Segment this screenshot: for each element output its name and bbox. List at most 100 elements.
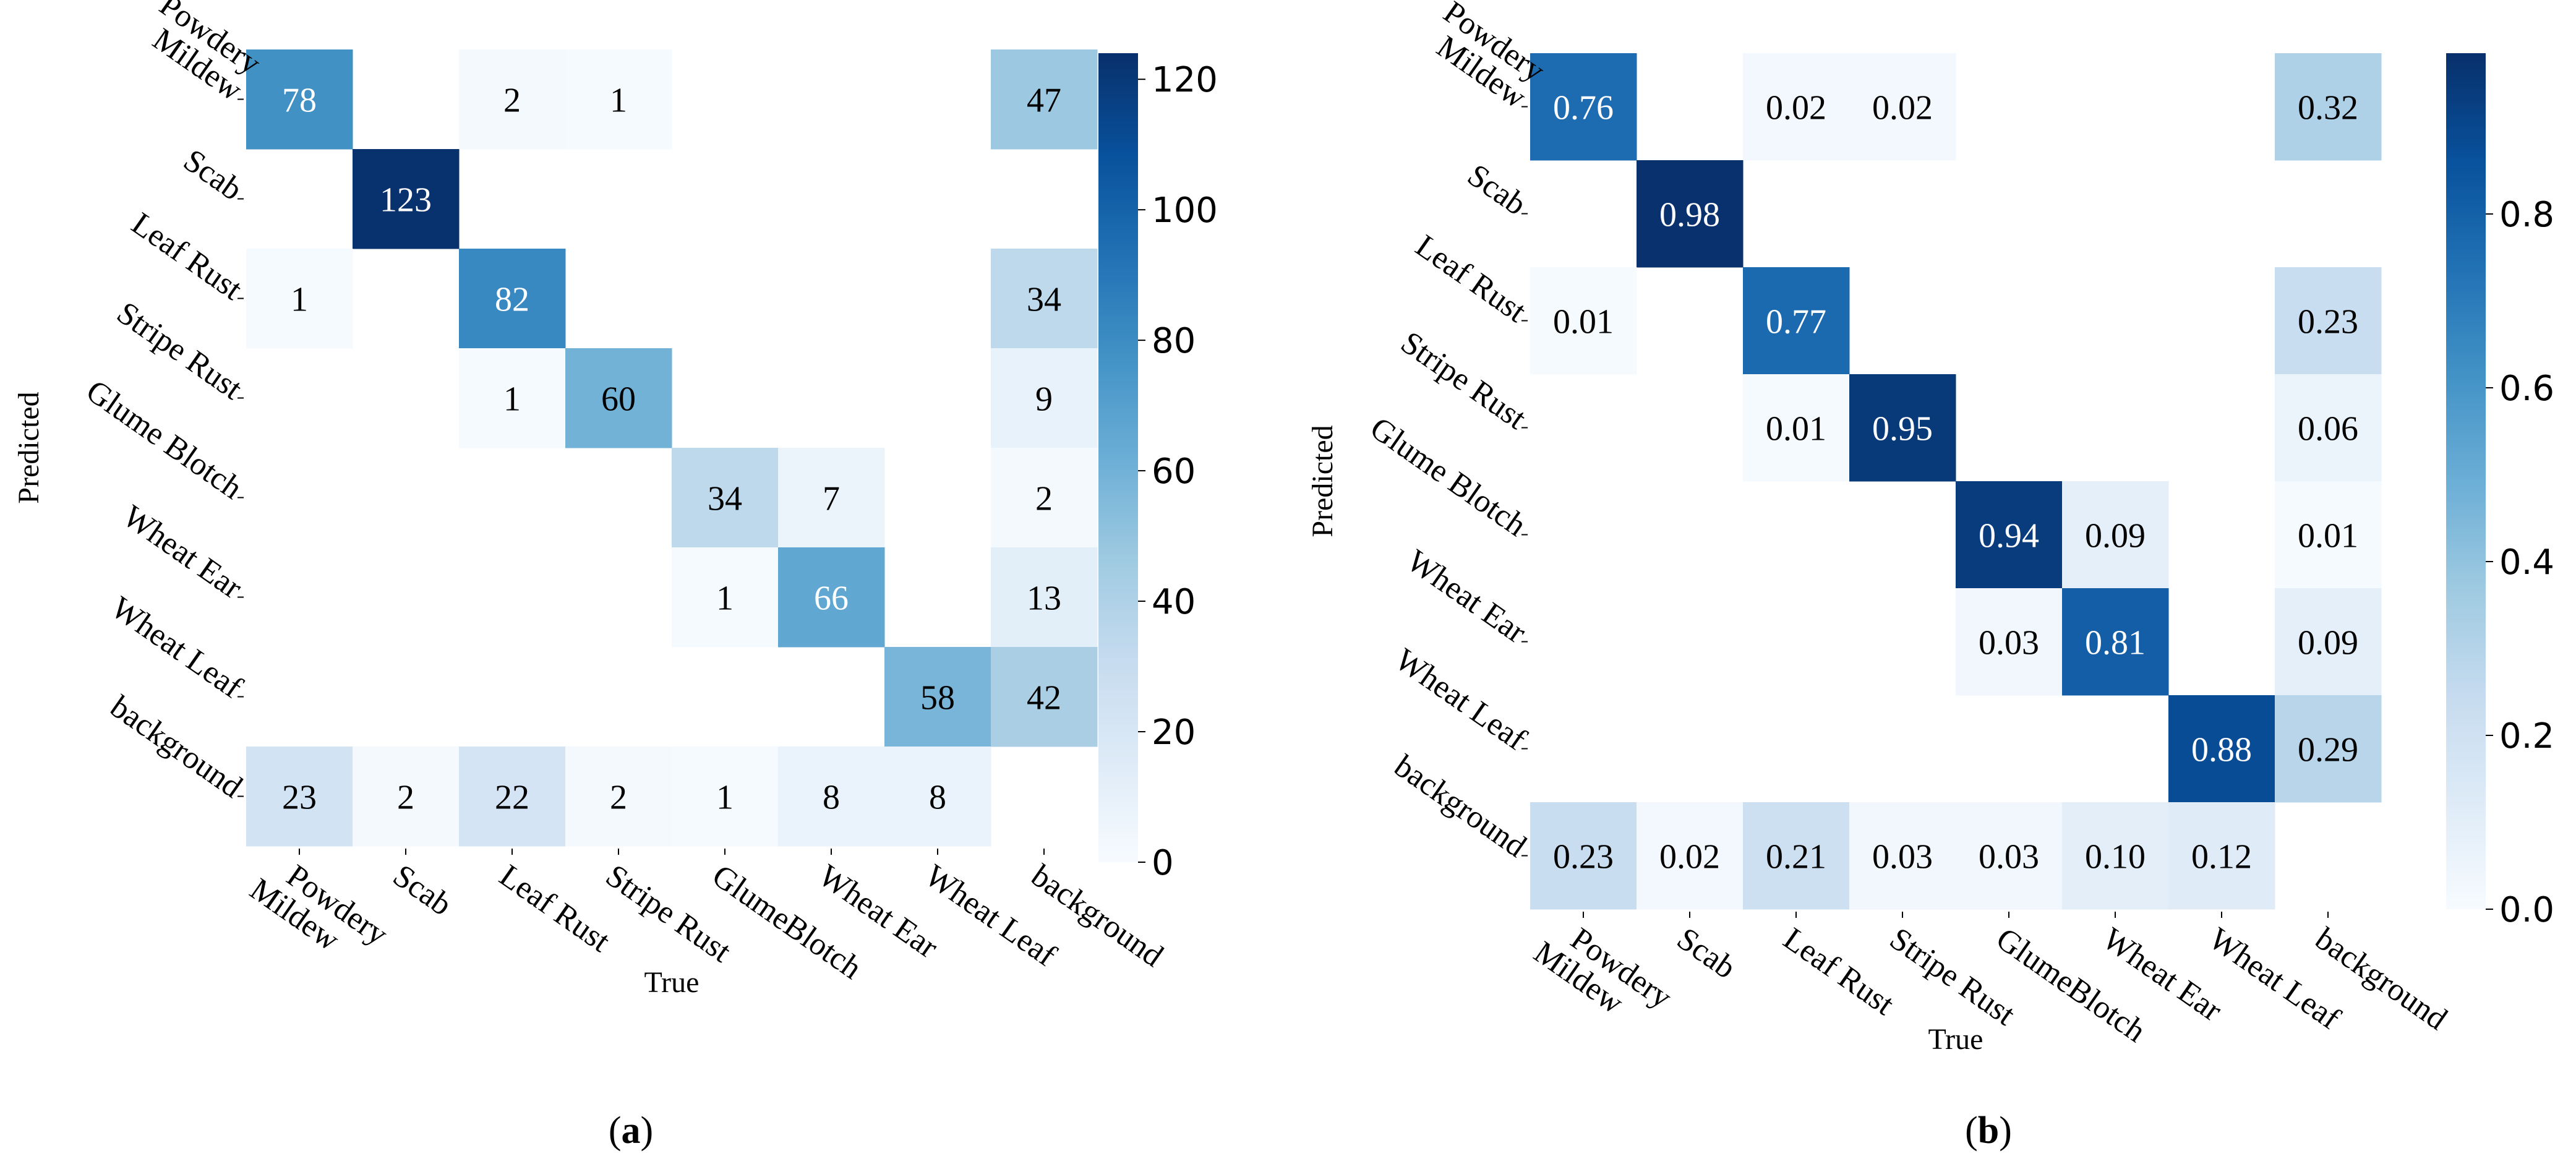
- cell-value-label: 0.94: [1979, 517, 2039, 555]
- cell-value-label: 47: [1027, 82, 1061, 120]
- heatmap-cell: [1956, 588, 2063, 696]
- cell-value-label: 0.21: [1766, 838, 1826, 876]
- x-tick-label-scab: Scab: [387, 858, 458, 923]
- colorbar-tick-label: 100: [1152, 190, 1218, 231]
- y-axis-label: Predicted: [1306, 425, 1339, 537]
- cell-value-label: 2: [397, 779, 414, 817]
- colorbar-tick-label: 0: [1152, 843, 1174, 883]
- panel-caption: (a): [609, 1110, 653, 1152]
- heatmap-cell: [353, 149, 460, 249]
- heatmap-cell: [2168, 695, 2275, 803]
- heatmap-cell: [778, 547, 885, 648]
- heatmap-cell: [2275, 481, 2382, 589]
- cell-value-label: 1: [503, 380, 521, 419]
- heatmap-cell: [2275, 53, 2382, 161]
- cell-value-label: 58: [920, 679, 955, 717]
- heatmap-cell: [246, 49, 353, 150]
- colorbar-tick-label: 0.0: [2499, 890, 2554, 930]
- colorbar-tick-label: 0.8: [2499, 195, 2554, 235]
- heatmap-cell: [2275, 695, 2382, 803]
- y-tick-label-background: background: [1388, 748, 1533, 864]
- cell-value-label: 13: [1027, 580, 1061, 618]
- heatmap-cell: [565, 348, 672, 448]
- heatmap-cell: [884, 747, 991, 847]
- colorbar-tick-label: 120: [1152, 60, 1218, 100]
- x-tick-label-powdery-mildew: PowderyMildew: [244, 845, 394, 978]
- heatmap-cell: [2062, 588, 2169, 696]
- heatmap-cell: [459, 348, 566, 448]
- cell-value-label: 34: [1027, 281, 1061, 319]
- cell-value-label: 123: [380, 181, 432, 220]
- y-tick-label-wheat-leaf: Wheat Leaf: [1389, 642, 1533, 758]
- cell-value-label: 23: [282, 779, 317, 817]
- x-axis-label: True: [1928, 1023, 1983, 1056]
- x-axis-label: True: [644, 966, 700, 999]
- heatmap-cell: [2275, 267, 2382, 375]
- heatmap-cell: [459, 249, 566, 349]
- heatmap-cell: [672, 448, 779, 548]
- y-tick-label-leaf-rust: Leaf Rust: [125, 206, 249, 307]
- cell-value-label: 0.03: [1979, 838, 2039, 876]
- y-tick-label-stripe-rust: Stripe Rust: [111, 295, 249, 406]
- heatmap-cell: [991, 448, 1098, 548]
- colorbar-tick-label: 20: [1152, 713, 1196, 753]
- heatmap-cell: [1849, 374, 1956, 482]
- heatmap-cell: [1637, 802, 1744, 910]
- heatmap-cell: [2275, 588, 2382, 696]
- heatmap-cell: [778, 448, 885, 548]
- cell-value-label: 1: [716, 779, 734, 817]
- cell-value-label: 0.95: [1872, 410, 1933, 448]
- x-tick-label-scab: Scab: [1671, 921, 1742, 986]
- heatmap-cell: [459, 747, 566, 847]
- cell-value-label: 1: [610, 82, 627, 120]
- heatmap-cell: [1956, 802, 2063, 910]
- colorbar: [1098, 53, 1138, 862]
- panel-caption: (b): [1965, 1110, 2012, 1152]
- cell-value-label: 0.23: [1553, 838, 1614, 876]
- colorbar: [2446, 53, 2486, 909]
- cell-value-label: 0.10: [2085, 838, 2146, 876]
- cell-value-label: 22: [495, 779, 529, 817]
- colorbar-tick-label: 80: [1152, 321, 1196, 361]
- heatmap-cell: [1530, 53, 1637, 161]
- cell-value-label: 66: [814, 580, 849, 618]
- heatmap-cell: [672, 747, 779, 847]
- y-tick-label-wheat-ear: Wheat Ear: [1400, 543, 1533, 650]
- heatmap-cell: [991, 249, 1098, 349]
- heatmap-cell: [565, 49, 672, 150]
- heatmap-cell: [565, 747, 672, 847]
- cell-value-label: 0.01: [2298, 517, 2358, 555]
- cell-value-label: 2: [503, 82, 521, 120]
- cell-value-label: 60: [601, 380, 636, 419]
- y-tick-label-wheat-ear: Wheat Ear: [116, 499, 249, 606]
- heatmap-panel-b: 0.76 0.02 0.02 0.32 0.98 0.01 0.77 0.23 0.01 0.95…: [1306, 0, 2554, 1152]
- heatmap-cell: [884, 647, 991, 747]
- cell-value-label: 34: [708, 480, 742, 518]
- heatmap-cell: [2275, 374, 2382, 482]
- cell-value-label: 42: [1027, 679, 1061, 717]
- cell-value-label: 0.98: [1659, 196, 1720, 234]
- heatmap-cell: [2062, 802, 2169, 910]
- y-tick-label-stripe-rust: Stripe Rust: [1395, 325, 1533, 436]
- cell-value-label: 82: [495, 281, 529, 319]
- heatmap-cell: [246, 249, 353, 349]
- cell-value-label: 0.03: [1872, 838, 1933, 876]
- cell-value-label: 1: [716, 580, 734, 618]
- heatmap-cell: [459, 49, 566, 150]
- cell-value-label: 0.09: [2085, 517, 2146, 555]
- cell-value-label: 0.12: [2191, 838, 2252, 876]
- cell-value-label: 0.32: [2298, 89, 2358, 127]
- cell-value-label: 0.06: [2298, 410, 2358, 448]
- heatmap-cell: [1849, 802, 1956, 910]
- colorbar-tick-label: 0.2: [2499, 716, 2554, 756]
- heatmap-cell: [1956, 481, 2063, 589]
- heatmap-cell: [778, 747, 885, 847]
- heatmap-cell: [991, 348, 1098, 448]
- cell-value-label: 0.81: [2085, 624, 2146, 662]
- cell-value-label: 0.88: [2191, 731, 2252, 769]
- heatmap-cell: [1743, 53, 1850, 161]
- cell-value-label: 2: [1035, 480, 1053, 518]
- colorbar-tick-label: 40: [1152, 582, 1196, 622]
- cell-value-label: 0.23: [2298, 303, 2358, 341]
